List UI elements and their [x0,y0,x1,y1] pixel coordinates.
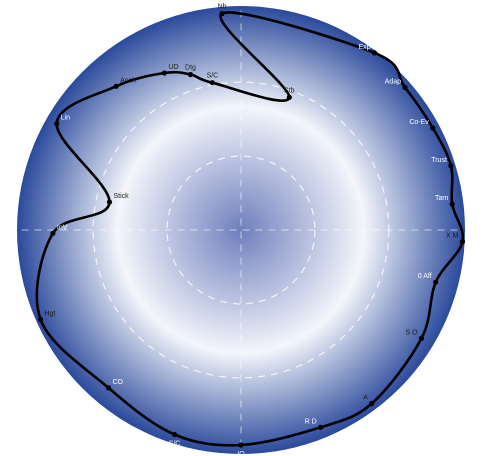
point-label: Lin [61,115,70,122]
point-marker [449,201,455,207]
point-label: Anch [120,77,136,84]
point-label: S/C [207,73,219,80]
point-marker [219,10,225,17]
point-marker [37,316,44,322]
point-marker [371,50,378,56]
point-marker [402,84,408,91]
point-label: Stick [114,193,130,200]
point-marker [50,230,56,236]
point-label: InV [57,224,68,231]
point-marker [54,121,60,127]
point-marker [209,80,215,86]
point-marker [238,442,244,448]
plot-background-circle [17,6,465,454]
point-label: S/C [169,441,181,448]
point-label: IO [237,451,245,456]
grid-layer [21,10,461,450]
grid-ring-1 [166,155,316,305]
point-label: Exp [358,44,370,51]
points-layer: Nb Exp Adap Co-Ev Trust Tam X M 0 Aff S O A R D IO S… [37,4,466,456]
point-label: CO [113,379,124,386]
point-marker [318,424,324,430]
point-label: Co-Ev [409,119,429,126]
point-marker [171,431,178,438]
point-label: UD [168,64,178,71]
point-label: Adap [385,79,401,86]
point-marker [106,199,113,205]
point-marker [448,163,454,169]
point-marker [430,125,436,131]
point-label: 0 Aff [418,273,432,280]
point-marker [187,71,194,78]
point-marker [286,94,292,100]
point-marker [433,279,439,285]
point-label: X M [446,233,459,240]
point-label: Stb [284,87,295,94]
point-label: Trust [431,157,447,164]
point-label: Nb [218,4,227,11]
point-marker [105,385,112,391]
point-marker [459,239,466,245]
point-marker [369,400,375,407]
point-marker [418,335,425,341]
point-label: Tam [435,195,448,202]
point-label: A [363,395,368,402]
point-marker [113,83,119,89]
point-label: R D [305,418,317,425]
point-label: S O [405,329,418,336]
point-marker [161,70,167,76]
point-label: Hgt [45,310,56,317]
point-label: Dtg [185,65,196,72]
